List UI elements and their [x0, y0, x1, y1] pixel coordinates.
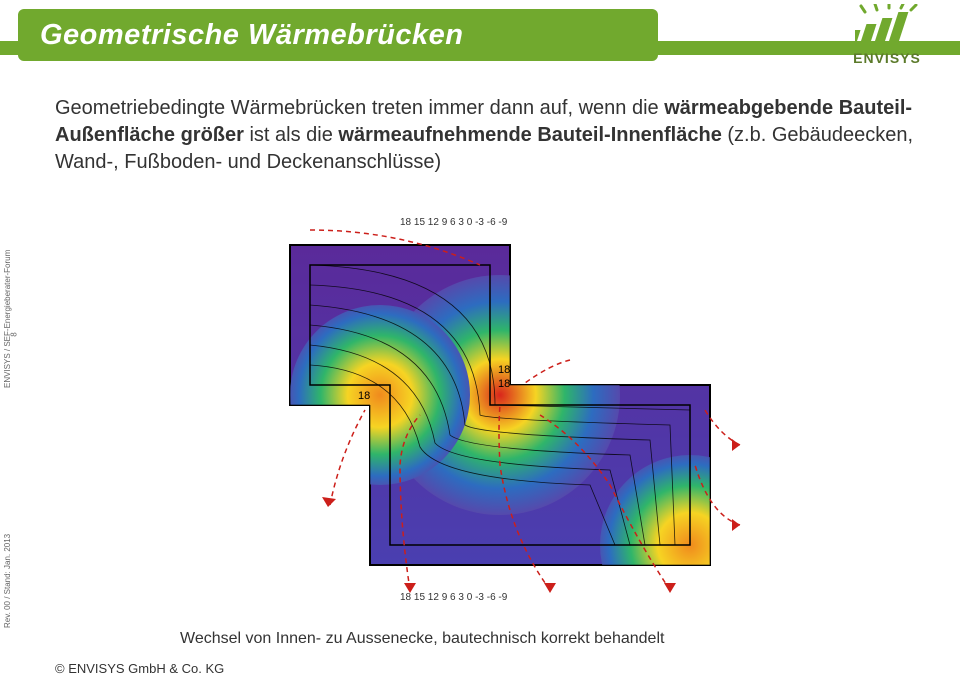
side-meta-1: Rev. 00 / Stand: Jan. 2013: [3, 534, 12, 628]
temp-label-1b: 18: [498, 378, 510, 390]
body-text-2: ist als die: [244, 124, 338, 146]
copyright-text: © ENVISYS GmbH & Co. KG: [55, 661, 224, 676]
body-bold-2: wärmeaufnehmende Bauteil-Innenfläche: [338, 124, 721, 146]
logo-label: ENVISYS: [832, 50, 942, 66]
side-meta-2: ENVISYS / SEF-Energieberater-Forum: [3, 250, 12, 388]
scale-bottom: 18 15 12 9 6 3 0 -3 -6 -9: [400, 592, 508, 603]
body-paragraph: Geometriebedingte Wärmebrücken treten im…: [55, 95, 920, 176]
body-text-1: Geometriebedingte Wärmebrücken treten im…: [55, 97, 664, 119]
page-number: 8: [10, 332, 19, 336]
hotspot-2: [290, 305, 470, 485]
temp-label-2: 18: [358, 390, 370, 402]
figure-caption: Wechsel von Innen- zu Aussenecke, bautec…: [180, 630, 664, 648]
thermal-figure: 18 15 12 9 6 3 0 -3 -6 -9: [250, 205, 750, 605]
scale-top: 18 15 12 9 6 3 0 -3 -6 -9: [400, 217, 508, 228]
brand-logo: ENVISYS: [832, 4, 942, 74]
slide-page: Geometrische Wärmebrücken ENVISYS Geomet…: [0, 0, 960, 688]
title-band: Geometrische Wärmebrücken: [18, 9, 658, 61]
sun-icon: [855, 4, 919, 48]
page-title: Geometrische Wärmebrücken: [40, 19, 463, 52]
temp-label-1: 18: [498, 364, 510, 376]
